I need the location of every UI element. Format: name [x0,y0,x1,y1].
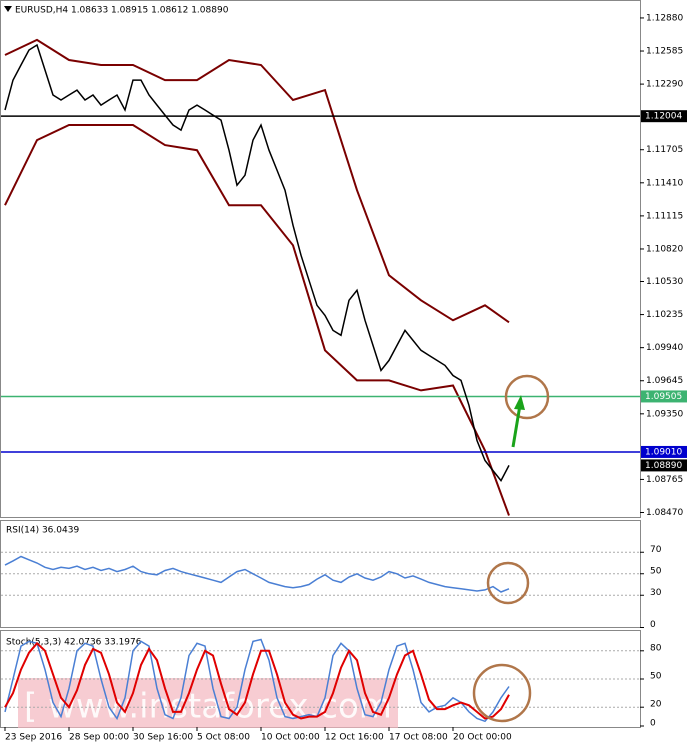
price-level-label: 1.09010 [645,447,682,457]
y-tick-label: 0 [650,719,656,729]
y-tick-label: 80 [650,643,662,653]
panel-title: RSI(14) 36.0439 [6,526,79,536]
x-tick-label: 5 Oct 08:00 [197,733,250,743]
symbol-marker [4,6,12,12]
x-tick-label: 23 Sep 2016 [5,733,62,743]
y-tick-label: 1.12290 [646,80,683,90]
panel-title: Stoch(5,3,3) 42.0736 33.1976 [6,638,142,648]
y-tick-label: 1.09350 [646,409,683,419]
x-tick-label: 30 Sep 16:00 [133,733,193,743]
y-tick-label: 1.08765 [646,475,683,485]
bollinger-band [4,38,510,324]
y-tick-label: 0 [650,620,656,630]
y-tick-label: 1.08470 [646,508,683,518]
highlight-circle [486,561,530,605]
highlight-circle [504,374,550,420]
y-tick-label: 70 [650,545,662,555]
price-level-box [641,390,687,403]
price-level-label: 1.09505 [645,392,682,402]
y-tick-label: 50 [650,672,662,682]
current-price-label: 1.08890 [645,461,682,471]
x-tick-label: 10 Oct 00:00 [261,733,320,743]
price-level-box [641,110,687,123]
y-tick-label: 1.11705 [646,145,683,155]
series-line [4,641,510,720]
x-tick-label: 28 Sep 00:00 [69,733,129,743]
y-tick-label: 1.12880 [646,13,683,23]
y-tick-label: 30 [650,588,662,598]
x-tick-label: 20 Oct 00:00 [453,733,512,743]
y-tick-label: 20 [650,700,662,710]
y-tick-label: 1.11410 [646,178,683,188]
series-line [4,43,510,482]
y-tick-label: 1.09645 [646,376,683,386]
y-tick-label: 1.10530 [646,277,683,287]
bollinger-band [4,124,510,516]
series-line [4,638,510,723]
y-tick-label: 1.12585 [646,47,683,57]
arrow-head [514,395,525,410]
x-tick-label: 17 Oct 08:00 [389,733,448,743]
arrow-shaft [511,404,522,448]
current-price-box [641,459,687,472]
price-level-box [641,445,687,458]
price-level-label: 1.12004 [645,112,682,122]
x-tick-label: 12 Oct 16:00 [325,733,384,743]
highlight-circle [472,663,532,723]
y-tick-label: 1.10820 [646,244,683,254]
y-tick-label: 1.11115 [646,211,683,221]
series-line [4,555,510,593]
y-tick-label: 1.09940 [646,343,683,353]
y-tick-label: 50 [650,566,662,576]
main-panel [0,0,641,518]
y-tick-label: 1.10235 [646,310,683,320]
watermark: [ www.instaforex.com ] [24,687,416,727]
panel-title: EURUSD,H4 1.08633 1.08915 1.08612 1.0889… [15,6,229,16]
